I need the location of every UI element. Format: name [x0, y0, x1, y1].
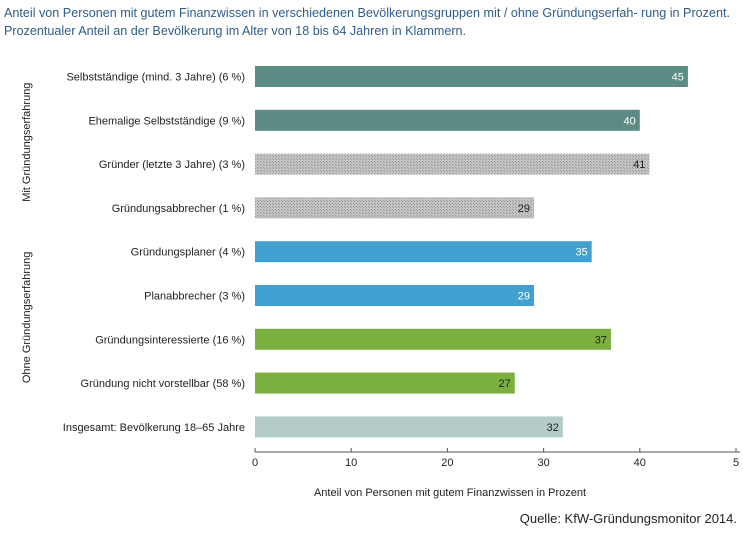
data-label: 41: [633, 159, 645, 171]
data-label: 27: [498, 378, 510, 390]
x-tick-label: 10: [345, 457, 357, 469]
data-label: 45: [672, 72, 684, 84]
source-note: Quelle: KfW-Gründungsmonitor 2014.: [519, 511, 737, 526]
x-tick-label: 40: [634, 457, 646, 469]
x-tick-label: 0: [252, 457, 258, 469]
x-axis: 0 10 20 30 40 5 Anteil von Personen mit gutem …: [252, 448, 740, 499]
group-labels: Mit Gründungserfahrung Ohne Gründungserfa…: [21, 83, 33, 384]
bar-8: [255, 416, 563, 438]
category-label: Selbstständige (mind. 3 Jahre) (6 %): [66, 72, 245, 84]
category-label: Gründer (letzte 3 Jahre) (3 %): [99, 159, 245, 171]
x-tick-label: 20: [441, 457, 453, 469]
bar-4: [255, 241, 592, 263]
bar-0: [255, 66, 688, 87]
category-label: Gründungsinteressierte (16 %): [95, 334, 245, 346]
category-label: Ehemalige Selbstständige (9 %): [88, 115, 245, 127]
data-label: 40: [624, 115, 636, 127]
category-label: Gründungsplaner (4 %): [131, 247, 245, 259]
x-axis-title: Anteil von Personen mit gutem Finanzwiss…: [314, 487, 586, 499]
bars-layer: Selbstständige (mind. 3 Jahre) (6 %) 45 Eh…: [63, 66, 688, 438]
group-label: Ohne Gründungserfahrung: [21, 252, 33, 383]
chart-title: Anteil von Personen mit gutem Finanzwiss…: [4, 6, 730, 38]
data-label: 29: [518, 203, 530, 215]
category-label: Planabbrecher (3 %): [144, 291, 245, 303]
group-label: Mit Gründungserfahrung: [21, 83, 33, 202]
data-label: 35: [575, 247, 587, 259]
data-label: 37: [595, 334, 607, 346]
data-label: 29: [518, 291, 530, 303]
x-tick-label: 5: [733, 457, 739, 469]
bar-7: [255, 372, 515, 394]
x-tick-label: 30: [537, 457, 549, 469]
category-label: Gründungsabbrecher (1 %): [112, 203, 245, 215]
data-label: 32: [547, 422, 559, 434]
bar-1: [255, 109, 640, 131]
category-label: Gründung nicht vorstellbar (58 %): [81, 378, 245, 390]
bar-3: [255, 197, 534, 219]
bar-6: [255, 328, 611, 350]
bar-2: [255, 153, 650, 175]
category-label: Insgesamt: Bevölkerung 18–65 Jahre: [63, 422, 245, 434]
bar-5: [255, 285, 534, 306]
